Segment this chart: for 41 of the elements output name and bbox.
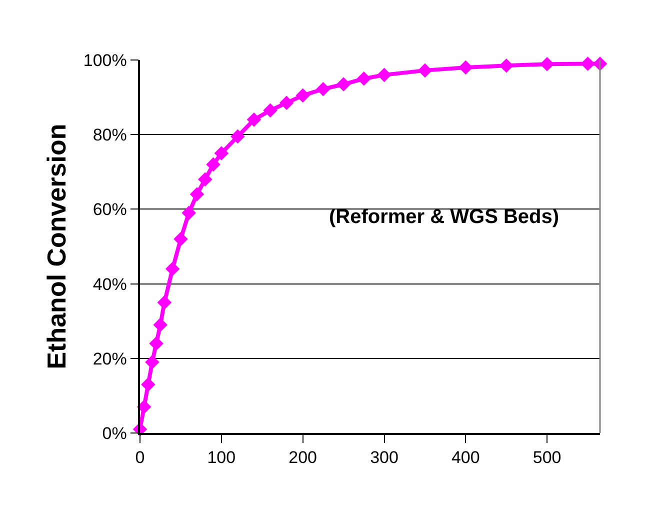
y-tick-label: 80%: [92, 126, 127, 145]
point: [418, 63, 432, 78]
point: [458, 60, 473, 75]
y-tick-label: 0%: [102, 424, 127, 443]
y-tick-label: 100%: [83, 50, 127, 70]
point: [214, 146, 229, 160]
point: [206, 157, 220, 172]
annotation: (Reformer & WGS Beds): [329, 206, 560, 228]
point: [190, 187, 204, 202]
point: [499, 58, 514, 73]
point: [149, 336, 164, 351]
x-tick-label: 400: [451, 448, 480, 468]
point: [377, 68, 392, 82]
point: [316, 82, 330, 96]
x-tick-label: 300: [370, 448, 398, 468]
point: [263, 103, 278, 118]
point: [540, 56, 554, 72]
x-tick-label: 500: [532, 448, 562, 468]
point: [165, 262, 180, 276]
x-tick-label: 200: [288, 448, 318, 468]
point: [140, 377, 156, 392]
point: [157, 295, 172, 310]
point: [336, 77, 351, 92]
point: [296, 88, 310, 103]
point: [279, 96, 294, 110]
point: [174, 232, 188, 246]
point: [246, 112, 262, 127]
y-axis-title: Ethanol Conversion: [41, 124, 72, 370]
x-tick-label: 0: [135, 448, 145, 468]
point: [153, 318, 168, 332]
point: [182, 206, 196, 220]
point: [136, 400, 152, 414]
y-tick-label: 60%: [92, 200, 127, 220]
x-tick-label: 100: [207, 448, 236, 468]
y-tick-label: 20%: [92, 349, 127, 368]
point: [230, 129, 245, 144]
y-tick-label: 40%: [92, 274, 127, 294]
point: [580, 56, 595, 71]
point: [198, 172, 212, 187]
point: [145, 354, 160, 370]
point: [356, 72, 372, 86]
